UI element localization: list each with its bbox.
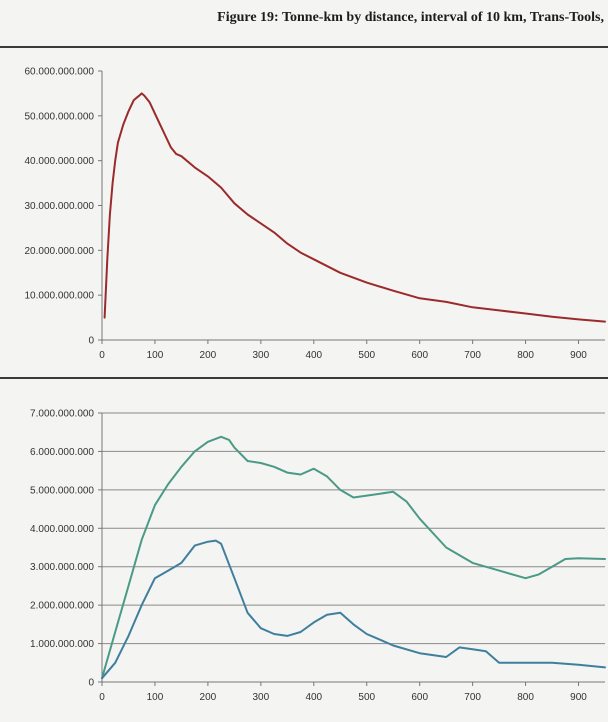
y-tick-label: 3.000.000.000	[30, 562, 94, 573]
figure-title: Figure 19: Tonne-km by distance, interva…	[217, 10, 604, 25]
x-tick-label: 600	[411, 692, 428, 703]
y-tick-label: 40.000.000.000	[24, 156, 94, 167]
tonne-km-chart-top: 0 10.000.000.000 20.000.000.000 30.000.000.…	[24, 67, 606, 361]
x-tick-label: 500	[358, 350, 375, 361]
y-tick-label: 30.000.000.000	[24, 201, 94, 212]
x-tick-label: 500	[358, 692, 375, 703]
y-tick-label: 0	[88, 678, 94, 689]
y-tick-label: 0	[88, 336, 94, 347]
y-tick-label: 5.000.000.000	[30, 485, 94, 496]
top-rule	[0, 46, 608, 48]
x-tick-label: 100	[147, 692, 164, 703]
y-tick-label: 50.000.000.000	[24, 111, 94, 122]
tonne-km-chart-bottom: 0 1.000.000.000 2.000.000.000 3.000.000.000…	[30, 409, 606, 703]
x-tick-label: 0	[99, 350, 105, 361]
x-tick-label: 800	[517, 350, 534, 361]
y-tick-label: 2.000.000.000	[30, 601, 94, 612]
x-tick-label: 800	[517, 692, 534, 703]
series-line-2	[101, 539, 606, 680]
y-tick-label: 7.000.000.000	[30, 409, 94, 420]
series-line-1	[101, 435, 606, 680]
x-tick-label: 100	[147, 350, 164, 361]
series-line-1	[103, 92, 606, 323]
x-tick-label: 400	[305, 692, 322, 703]
x-tick-label: 300	[252, 350, 269, 361]
y-tick-label: 6.000.000.000	[30, 447, 94, 458]
y-tick-label: 20.000.000.000	[24, 246, 94, 257]
y-tick-label: 60.000.000.000	[24, 67, 94, 78]
middle-rule	[0, 377, 608, 379]
x-tick-label: 700	[464, 350, 481, 361]
x-tick-label: 700	[464, 692, 481, 703]
y-tick-label: 4.000.000.000	[30, 524, 94, 535]
x-tick-label: 600	[411, 350, 428, 361]
y-tick-label: 1.000.000.000	[30, 639, 94, 650]
x-tick-label: 900	[570, 350, 587, 361]
x-tick-label: 200	[200, 350, 217, 361]
x-tick-label: 300	[252, 692, 269, 703]
x-tick-label: 0	[99, 692, 105, 703]
x-tick-label: 400	[305, 350, 322, 361]
x-tick-label: 200	[200, 692, 217, 703]
x-tick-label: 900	[570, 692, 587, 703]
y-tick-label: 10.000.000.000	[24, 291, 94, 302]
